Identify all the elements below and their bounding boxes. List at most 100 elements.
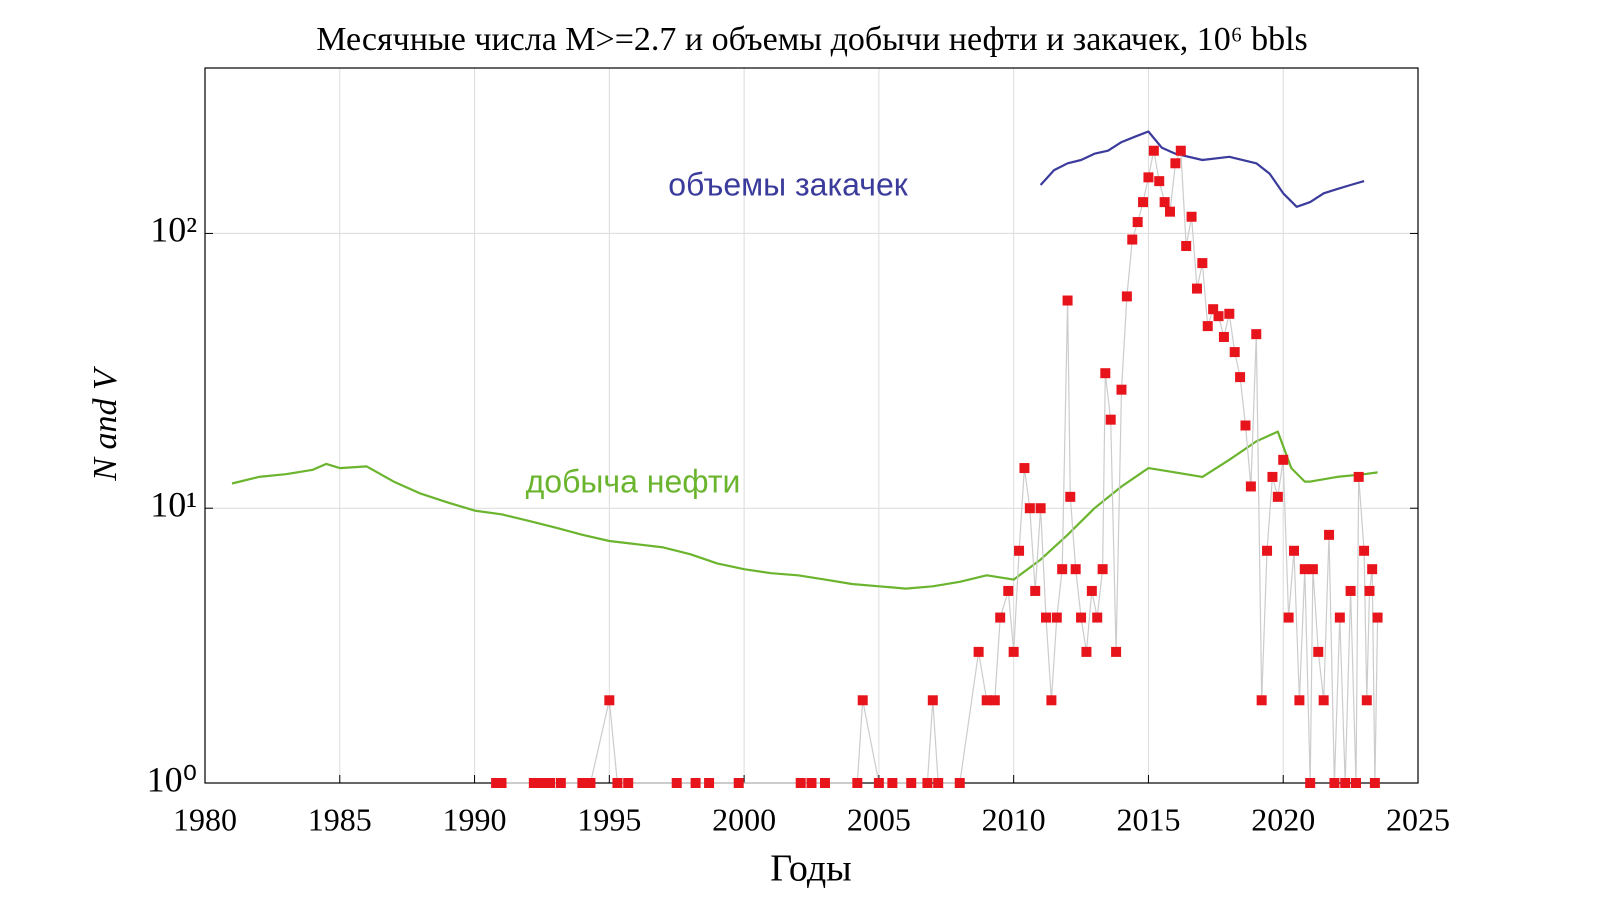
- data-point: [536, 778, 547, 788]
- data-point: [1148, 145, 1159, 156]
- x-tick-label: 2010: [982, 801, 1046, 837]
- x-tick-label: 2015: [1116, 801, 1180, 837]
- annotation: объемы закачек: [668, 166, 908, 202]
- data-point: [1272, 491, 1283, 502]
- series-line: [1039, 130, 1365, 208]
- data-point: [1324, 529, 1335, 540]
- data-point: [1035, 503, 1046, 514]
- x-tick-label: 1985: [308, 801, 372, 837]
- data-point: [981, 695, 992, 706]
- data-point: [1262, 545, 1273, 556]
- y-tick-label: 10⁰: [147, 759, 197, 799]
- data-point: [1329, 778, 1340, 788]
- data-point: [1003, 585, 1014, 596]
- data-point: [933, 778, 944, 788]
- data-point: [1014, 545, 1025, 556]
- data-point: [1186, 211, 1197, 222]
- x-axis-label: Годы: [770, 848, 851, 890]
- data-point: [1081, 646, 1092, 657]
- data-point: [612, 778, 623, 788]
- data-point: [545, 778, 556, 788]
- y-tick-label: 10²: [150, 210, 197, 250]
- data-point: [954, 778, 965, 788]
- data-point: [873, 778, 884, 788]
- data-point: [1143, 172, 1154, 183]
- data-point: [1202, 321, 1213, 332]
- data-point: [671, 778, 682, 788]
- data-point: [1100, 368, 1111, 379]
- x-tick-label: 2005: [847, 801, 911, 837]
- data-point: [1235, 372, 1246, 383]
- data-point: [496, 778, 507, 788]
- data-point: [604, 695, 615, 706]
- data-point: [795, 778, 806, 788]
- data-point: [1251, 329, 1262, 340]
- y-tick-label: 10¹: [150, 484, 197, 524]
- data-point: [1334, 612, 1345, 623]
- data-point: [1361, 695, 1372, 706]
- x-tick-label: 2025: [1386, 801, 1450, 837]
- data-point: [1092, 612, 1103, 623]
- x-tick-label: 2000: [712, 801, 776, 837]
- data-point: [1051, 612, 1062, 623]
- data-point: [1369, 778, 1380, 788]
- data-point: [1213, 311, 1224, 322]
- data-point: [1019, 463, 1030, 474]
- data-point: [555, 778, 566, 788]
- data-point: [1294, 695, 1305, 706]
- annotation: добыча нефти: [526, 463, 741, 499]
- data-point: [1121, 291, 1132, 302]
- data-point: [1105, 414, 1116, 425]
- data-point: [1372, 612, 1383, 623]
- x-tick-label: 2020: [1251, 801, 1315, 837]
- data-point: [1278, 454, 1289, 465]
- x-tick-label: 1990: [443, 801, 507, 837]
- data-point: [623, 778, 634, 788]
- data-point: [1353, 471, 1364, 482]
- data-point: [1111, 646, 1122, 657]
- data-point: [927, 695, 938, 706]
- data-point: [1256, 695, 1267, 706]
- data-point: [733, 778, 744, 788]
- data-point: [1229, 347, 1240, 358]
- data-point: [1197, 258, 1208, 269]
- data-point: [1283, 612, 1294, 623]
- data-point: [906, 778, 917, 788]
- data-point: [1359, 545, 1370, 556]
- data-point: [922, 778, 933, 788]
- data-point: [1175, 145, 1186, 156]
- data-point: [1340, 778, 1351, 788]
- data-point: [1170, 158, 1181, 169]
- series-line: [231, 430, 1378, 590]
- data-point: [989, 695, 1000, 706]
- data-point: [1165, 206, 1176, 217]
- data-point: [1127, 234, 1138, 245]
- data-point: [1008, 646, 1019, 657]
- data-point: [585, 778, 596, 788]
- data-point: [1345, 585, 1356, 596]
- data-point: [690, 778, 701, 788]
- data-point: [1245, 481, 1256, 492]
- data-point: [887, 778, 898, 788]
- data-point: [1046, 695, 1057, 706]
- data-point: [491, 778, 502, 788]
- data-point: [1305, 778, 1316, 788]
- data-point: [577, 778, 588, 788]
- data-point: [1318, 695, 1329, 706]
- data-point: [819, 778, 830, 788]
- data-point: [1159, 197, 1170, 208]
- data-point: [1181, 241, 1192, 252]
- data-point: [1313, 646, 1324, 657]
- data-point: [1062, 295, 1073, 306]
- data-point: [528, 778, 539, 788]
- data-point: [1351, 778, 1362, 788]
- data-point: [1070, 564, 1081, 575]
- data-point: [1289, 545, 1300, 556]
- x-tick-label: 1995: [577, 801, 641, 837]
- x-tick-label: 1980: [173, 801, 237, 837]
- data-point: [995, 612, 1006, 623]
- data-point: [1086, 585, 1097, 596]
- data-point: [1240, 420, 1251, 431]
- data-point: [704, 778, 715, 788]
- data-point: [1132, 217, 1143, 228]
